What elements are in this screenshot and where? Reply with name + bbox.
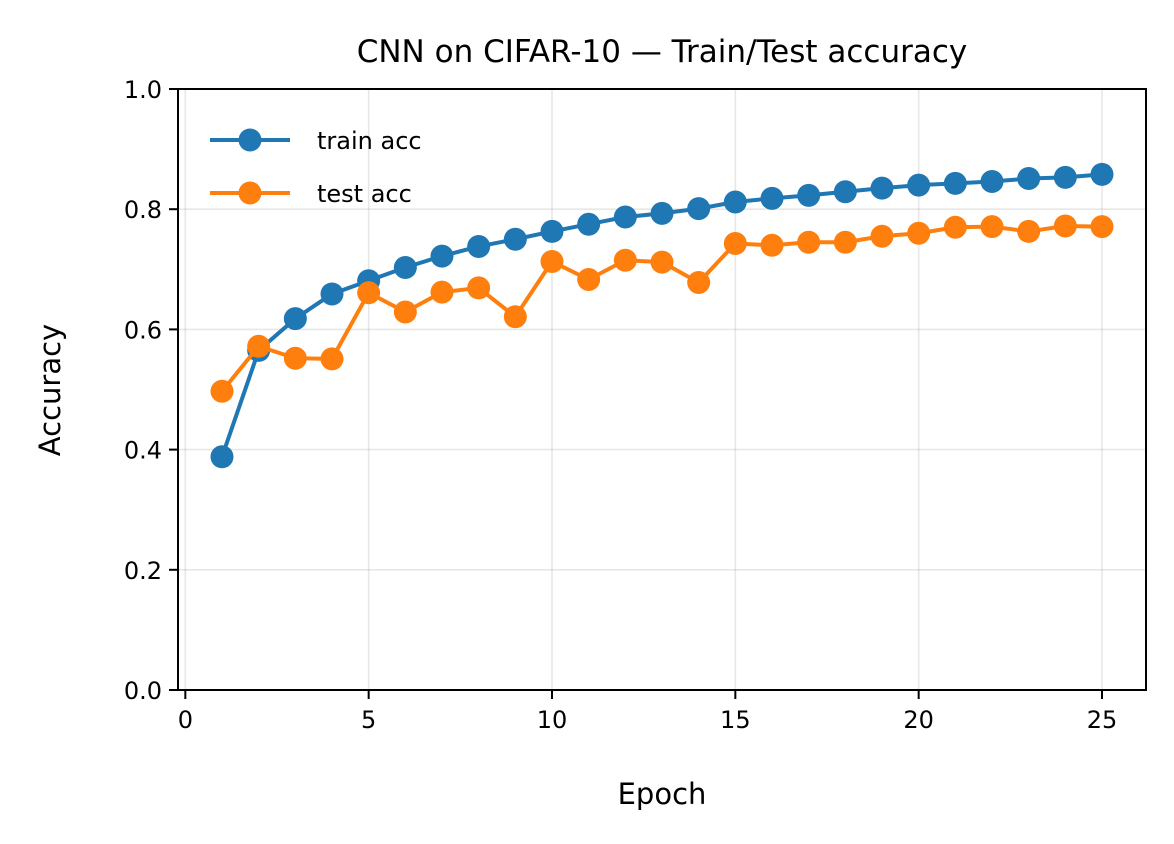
data-point: [870, 176, 894, 200]
data-point: [503, 305, 527, 329]
data-point: [650, 201, 674, 225]
x-tick-label: 15: [720, 706, 751, 734]
data-point: [687, 271, 711, 295]
data-point: [650, 250, 674, 274]
x-tick-label: 20: [903, 706, 934, 734]
data-point: [320, 282, 344, 306]
legend-label-test: test acc: [317, 180, 412, 208]
data-point: [393, 255, 417, 279]
data-point: [723, 190, 747, 214]
data-point: [1090, 215, 1114, 239]
series-train-acc: [210, 162, 1114, 469]
data-point: [577, 212, 601, 236]
data-point: [797, 230, 821, 254]
data-point: [320, 347, 344, 371]
data-point: [540, 249, 564, 273]
axis-ticks: 0 5 10 15 20 25 0.0 0.2 0.4 0.6 0.8 1.0: [124, 76, 1117, 734]
data-point: [577, 268, 601, 292]
y-axis-label: Accuracy: [33, 324, 67, 456]
data-point: [357, 281, 381, 305]
data-point: [1017, 219, 1041, 243]
data-point: [540, 219, 564, 243]
data-point: [833, 230, 857, 254]
legend: train acc test acc: [210, 127, 422, 208]
legend-marker-train: [238, 128, 262, 152]
data-point: [283, 346, 307, 370]
legend-marker-test: [238, 181, 262, 205]
data-point: [980, 170, 1004, 194]
data-point: [210, 445, 234, 469]
data-point: [687, 197, 711, 221]
y-tick-label: 0.6: [124, 316, 162, 344]
x-tick-label: 5: [361, 706, 376, 734]
plot-frame: [177, 88, 1147, 691]
x-tick-label: 25: [1087, 706, 1118, 734]
x-tick-label: 0: [178, 706, 193, 734]
x-tick-label: 10: [537, 706, 568, 734]
data-point: [210, 379, 234, 403]
y-tick-label: 1.0: [124, 76, 162, 104]
series-group: [210, 162, 1114, 469]
data-point: [613, 205, 637, 229]
data-point: [870, 224, 894, 248]
data-point: [393, 300, 417, 324]
data-point: [430, 244, 454, 268]
data-point: [1053, 214, 1077, 238]
data-point: [1090, 162, 1114, 186]
data-point: [247, 334, 271, 358]
data-point: [943, 215, 967, 239]
data-point: [760, 233, 784, 257]
data-point: [467, 234, 491, 258]
y-tick-label: 0.0: [124, 677, 162, 705]
data-point: [723, 231, 747, 255]
data-point: [430, 280, 454, 304]
data-point: [1017, 167, 1041, 191]
x-axis-label: Epoch: [618, 777, 707, 811]
data-point: [980, 215, 1004, 239]
data-point: [797, 183, 821, 207]
data-point: [833, 180, 857, 204]
legend-label-train: train acc: [317, 127, 422, 155]
data-point: [907, 173, 931, 197]
chart-title: CNN on CIFAR-10 — Train/Test accuracy: [357, 34, 968, 70]
y-tick-label: 0.4: [124, 437, 162, 465]
y-tick-label: 0.8: [124, 196, 162, 224]
data-point: [283, 307, 307, 331]
data-point: [943, 171, 967, 195]
data-point: [1053, 165, 1077, 189]
y-tick-label: 0.2: [124, 557, 162, 585]
series-test-acc: [210, 214, 1114, 403]
data-point: [503, 227, 527, 251]
data-point: [760, 186, 784, 210]
data-point: [467, 276, 491, 300]
data-point: [613, 248, 637, 272]
data-point: [907, 221, 931, 245]
